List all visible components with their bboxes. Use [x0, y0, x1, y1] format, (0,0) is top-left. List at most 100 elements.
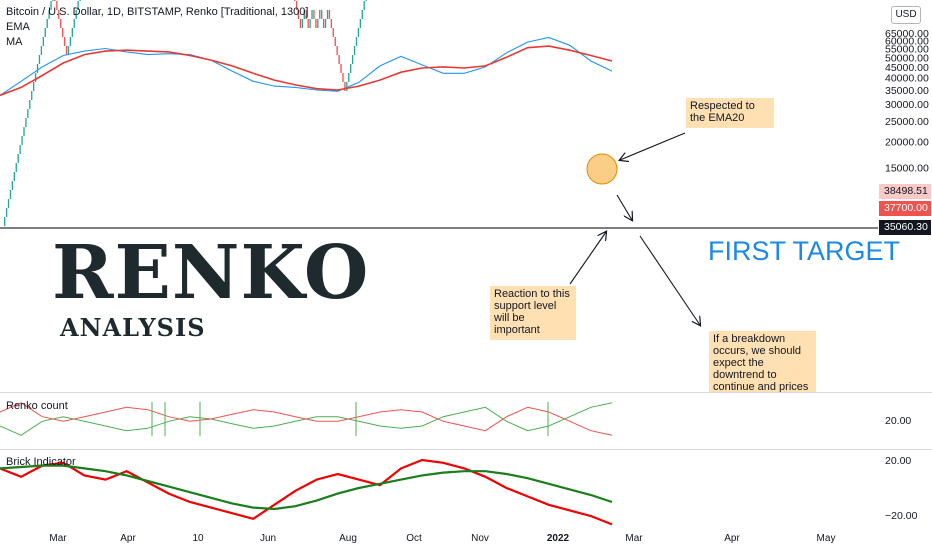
price-tag-current-brick: 37700.00 [879, 201, 931, 216]
renko-brick-up [365, 0, 367, 1]
x-axis-tick-label: Apr [120, 533, 136, 544]
pane-divider-renko [0, 392, 932, 393]
renko-brick-up [363, 1, 365, 10]
renko-brick-up [5, 208, 8, 217]
renko-bricks [4, 0, 367, 226]
renko-brick-up [34, 73, 37, 82]
renko-brick-up [351, 55, 354, 64]
renko-brick-up [42, 37, 44, 46]
brick-indicator-red-line [0, 458, 613, 526]
x-axis-tick-label: Jun [260, 533, 276, 544]
price-tag-support: 35060.30 [879, 220, 931, 235]
x-axis-tick-label: 2022 [547, 533, 570, 544]
renko-brick-down [54, 0, 56, 1]
ema-line [0, 36, 613, 96]
y-axis-tick-label: 60000.00 [885, 36, 929, 48]
y-axis-tick-label: 25000.00 [885, 116, 929, 128]
renko-brick-down [344, 82, 346, 91]
renko-brick-up [75, 10, 77, 19]
renko-brick-up [27, 109, 29, 118]
renko-brick-down [330, 19, 333, 28]
overlay-title: RENKO [52, 230, 370, 316]
renko-brick-down [313, 10, 315, 19]
renko-brick-up [71, 28, 73, 37]
renko-brick-up [19, 145, 21, 154]
y-axis-tick-label: 55000.00 [885, 44, 929, 56]
x-axis-tick-label: Oct [406, 533, 422, 544]
renko-brick-down [334, 37, 336, 46]
note-breakdown: If a breakdown occurs, we should expect … [709, 331, 816, 393]
renko-brick-down [336, 46, 338, 55]
y-axis-tick-label: 45000.00 [885, 62, 929, 74]
renko-brick-down [315, 19, 317, 28]
indicator-ma-label[interactable]: MA [6, 36, 23, 48]
renko-count-label[interactable]: Renko count [6, 400, 68, 412]
indicator-ema-label[interactable]: EMA [6, 21, 30, 33]
renko-brick-up [326, 10, 329, 19]
renko-brick-down [63, 37, 66, 46]
price-tag-last-close: 38498.51 [879, 184, 931, 199]
renko-brick-up [15, 163, 17, 172]
renko-brick-up [357, 28, 360, 37]
note-ema20: Respected to the EMA20 [686, 98, 774, 128]
renko-brick-down [328, 10, 331, 19]
renko-brick-up [46, 19, 48, 28]
chart-title: Bitcoin / U.S. Dollar, 1D, BITSTAMP, Ren… [6, 6, 309, 18]
renko-brick-down [299, 19, 302, 28]
y-axis-tick-label: 20000.00 [885, 136, 929, 148]
renko-brick-down [58, 10, 60, 19]
renko-brick-up [36, 64, 39, 73]
x-axis-tick-label: Mar [625, 533, 643, 544]
renko-brick-up [9, 190, 12, 199]
renko-brick-up [348, 73, 350, 82]
renko-brick-up [25, 118, 27, 127]
renko-brick-down [65, 46, 68, 55]
renko-brick-up [309, 19, 311, 28]
x-axis-tick-label: Apr [724, 533, 740, 544]
note-support-reaction: Reaction to this support level will be i… [490, 286, 576, 340]
y-axis-tick-label: 30000.00 [885, 99, 929, 111]
renko-brick-down [61, 28, 64, 37]
renko-brick-down [340, 64, 342, 73]
renko-brick-up [311, 10, 313, 19]
renko-brick-up [7, 199, 10, 208]
renko-brick-down [295, 1, 298, 10]
renko-brick-up [13, 172, 15, 181]
currency-badge[interactable]: USD [891, 6, 921, 24]
renko-count-tick-label: 20.00 [885, 415, 911, 427]
renko-brick-down [293, 0, 296, 1]
renko-brick-up [359, 19, 362, 28]
renko-count-red-line [0, 402, 613, 436]
y-axis-tick-label: 15000.00 [885, 163, 929, 175]
renko-brick-up [4, 217, 6, 226]
arrow-up-to-support [569, 232, 606, 285]
renko-brick-up [73, 19, 75, 28]
renko-brick-down [305, 10, 307, 19]
pane-divider-brick [0, 449, 932, 450]
renko-brick-up [23, 127, 25, 136]
renko-brick-up [346, 82, 348, 91]
arrow-down-to-support [616, 194, 632, 220]
renko-brick-up [77, 1, 79, 10]
y-axis-tick-label: 65000.00 [885, 28, 929, 40]
renko-brick-up [301, 19, 304, 28]
renko-brick-up [44, 28, 46, 37]
brick-indicator-label[interactable]: Brick Indicator [6, 456, 76, 468]
renko-brick-up [79, 0, 81, 1]
renko-brick-down [307, 19, 309, 28]
renko-brick-up [361, 10, 363, 19]
ema-touch-highlight [586, 153, 618, 185]
renko-brick-up [50, 1, 52, 10]
renko-brick-up [40, 46, 43, 55]
renko-brick-down [56, 1, 58, 10]
x-axis-tick-label: May [817, 533, 836, 544]
renko-brick-down [297, 10, 300, 19]
arrow-down-breakdown [639, 235, 700, 325]
renko-brick-up [69, 37, 72, 46]
renko-brick-up [355, 37, 358, 46]
renko-brick-up [353, 46, 356, 55]
ma-line [0, 45, 613, 97]
renko-brick-up [38, 55, 41, 64]
